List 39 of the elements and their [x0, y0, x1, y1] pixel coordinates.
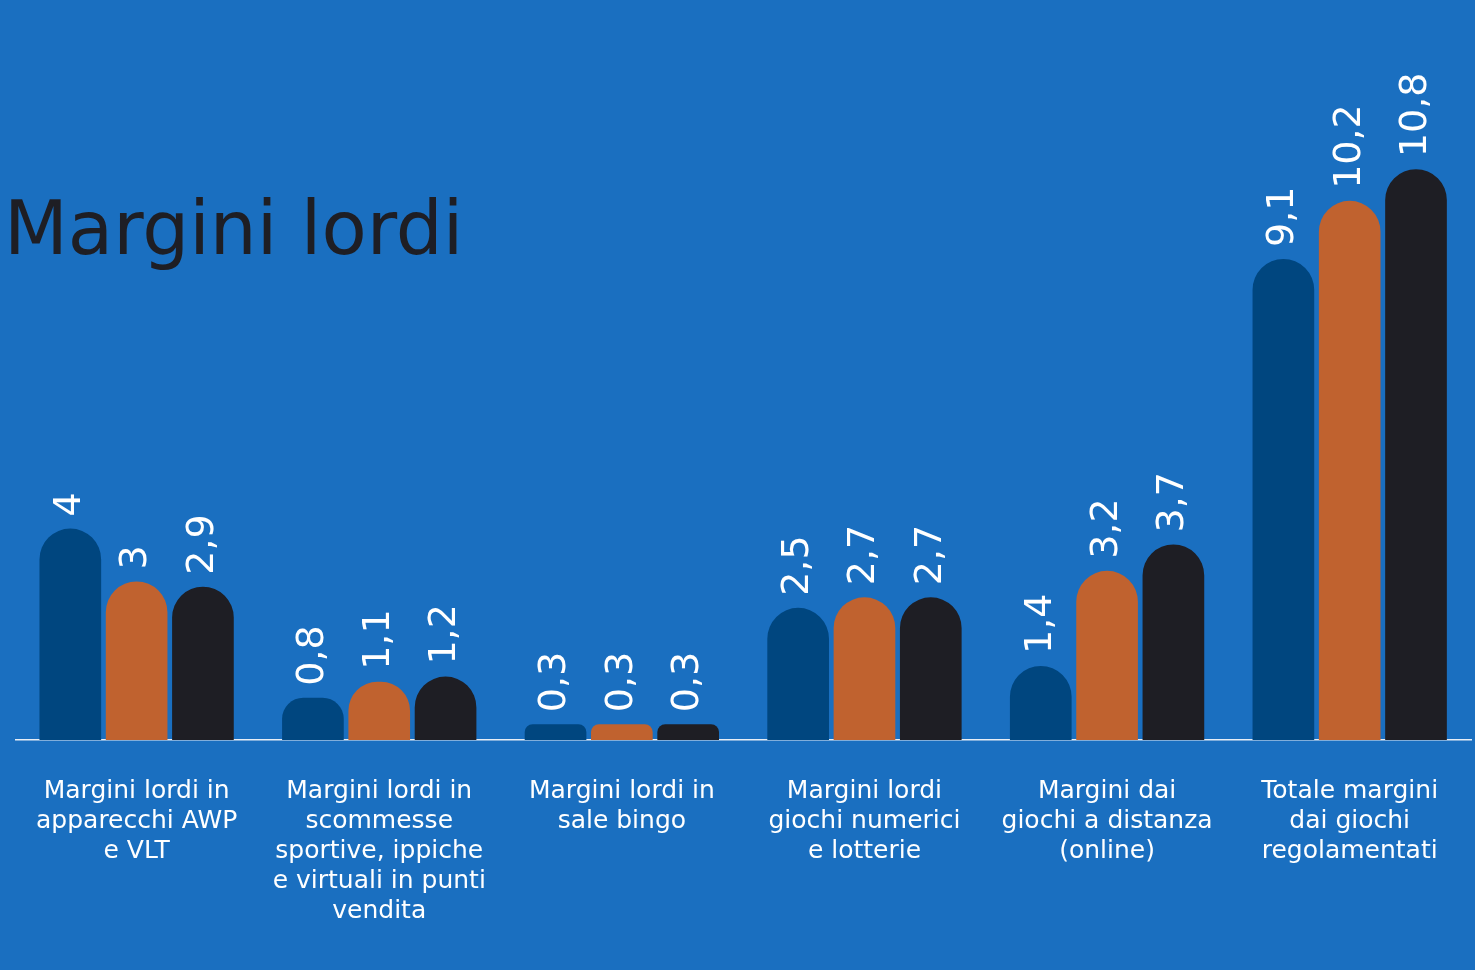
bar	[591, 724, 653, 740]
data-label: 2,9	[177, 514, 222, 575]
bar	[524, 724, 587, 740]
bar	[657, 724, 719, 740]
data-label: 9,1	[1258, 186, 1303, 247]
x-tick-label: Margini dai giochi a distanza (online)	[1001, 774, 1213, 864]
data-label: 3	[111, 545, 156, 570]
data-label: 0,3	[663, 651, 708, 713]
data-label: 0,8	[287, 625, 332, 686]
bar	[105, 581, 168, 740]
bar	[1252, 259, 1315, 740]
data-label: 3,7	[1148, 471, 1193, 533]
data-label: 4	[45, 492, 90, 517]
chart-title: Margini lordi	[4, 185, 464, 271]
data-label: 1,1	[354, 609, 399, 670]
data-label: 2,7	[905, 524, 950, 586]
data-label: 1,4	[1015, 593, 1060, 654]
data-label: 10,8	[1390, 72, 1435, 158]
bar	[767, 607, 829, 740]
x-tick-label: Margini lordi giochi numerici e lotterie	[768, 774, 961, 864]
data-label: 10,2	[1324, 104, 1369, 189]
data-label: 2,7	[839, 524, 884, 586]
data-label: 1,2	[420, 604, 465, 665]
x-tick-label: Margini lordi in scommesse sportive, ippiche e virtuali in punti vendita	[272, 774, 486, 924]
bar	[899, 597, 962, 740]
x-tick-label: Margini lordi in sale bingo	[528, 774, 715, 834]
x-tick-label: Margini lordi in apparecchi AWP e VLT	[36, 774, 238, 864]
bar	[172, 586, 234, 740]
x-tick-label: Totale margini dai giochi regolamentati	[1260, 774, 1439, 864]
bar	[39, 528, 102, 740]
bar	[1318, 200, 1381, 740]
data-label: 0,3	[596, 651, 641, 713]
data-label: 3,2	[1081, 498, 1126, 559]
data-label: 0,3	[530, 651, 575, 713]
bar	[1142, 544, 1205, 740]
bar	[1076, 570, 1138, 740]
data-label: 2,5	[773, 535, 818, 596]
bar	[1385, 169, 1447, 740]
bar	[833, 597, 896, 740]
